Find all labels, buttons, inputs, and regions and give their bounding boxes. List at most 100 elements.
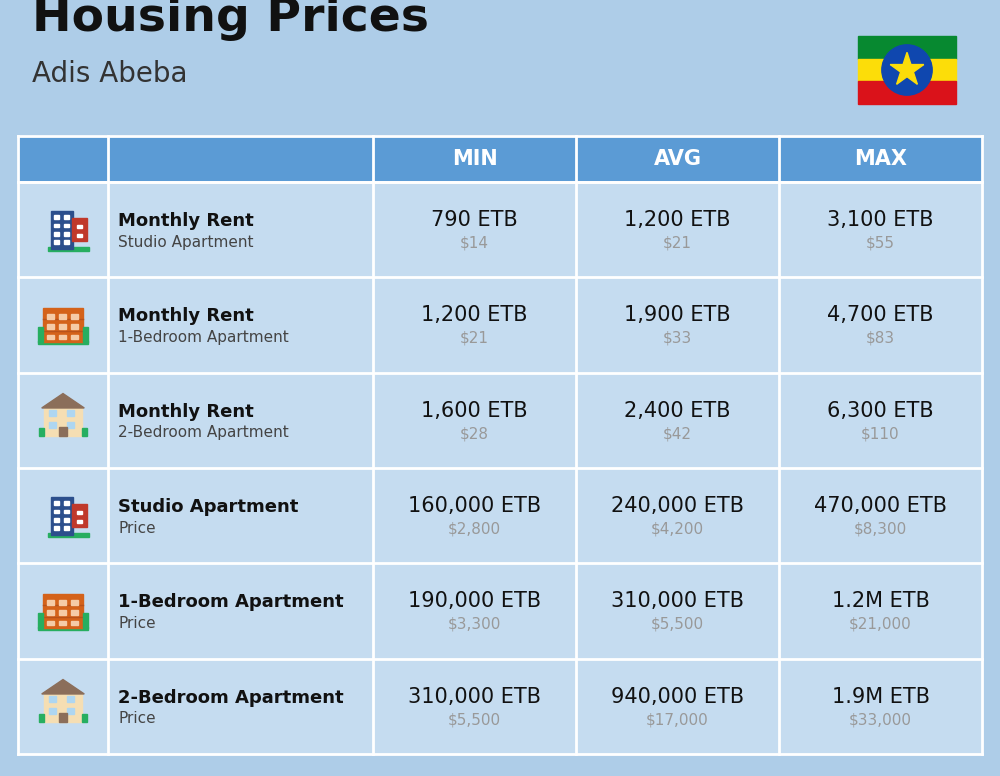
Bar (38, 613, 43, 628)
Bar (64, 223, 69, 227)
Text: $21: $21 (460, 331, 489, 346)
Bar (47, 324, 54, 329)
Bar (71, 600, 78, 605)
Bar (77, 225, 82, 228)
Bar (54, 510, 59, 514)
Text: $33,000: $33,000 (849, 712, 912, 727)
Bar (59, 324, 66, 329)
Bar (64, 510, 69, 514)
Text: $5,500: $5,500 (448, 712, 501, 727)
Bar (67, 696, 74, 702)
Text: $21,000: $21,000 (849, 617, 912, 632)
Text: Monthly Rent: Monthly Rent (118, 307, 254, 325)
Bar (72, 218, 87, 241)
Text: $8,300: $8,300 (854, 521, 907, 536)
Bar (18, 136, 373, 182)
Bar (59, 600, 66, 605)
Bar (64, 526, 69, 530)
Text: Housing Prices: Housing Prices (32, 0, 429, 41)
Text: 2,400 ETB: 2,400 ETB (624, 400, 731, 421)
Text: 160,000 ETB: 160,000 ETB (408, 496, 541, 516)
Bar (48, 533, 89, 537)
Text: $3,300: $3,300 (448, 617, 501, 632)
Bar (47, 334, 54, 339)
Text: 1.9M ETB: 1.9M ETB (832, 687, 930, 707)
Bar (54, 223, 59, 227)
Bar (59, 713, 67, 722)
Text: 1,900 ETB: 1,900 ETB (624, 306, 731, 325)
Text: Price: Price (118, 521, 156, 535)
Bar (49, 708, 56, 714)
Bar (67, 708, 74, 714)
Text: $14: $14 (460, 235, 489, 251)
Text: 1,600 ETB: 1,600 ETB (421, 400, 528, 421)
Bar (54, 215, 59, 219)
Bar (64, 501, 69, 505)
Bar (49, 696, 56, 702)
Bar (49, 411, 56, 416)
Bar (59, 334, 66, 339)
Text: Adis Abeba: Adis Abeba (32, 60, 188, 88)
Bar (39, 714, 44, 722)
Text: $5,500: $5,500 (651, 617, 704, 632)
Text: $4,200: $4,200 (651, 521, 704, 536)
Bar (38, 327, 43, 342)
Bar (49, 422, 56, 428)
Bar (373, 136, 576, 182)
Bar (858, 59, 956, 81)
Circle shape (882, 45, 932, 95)
Text: MIN: MIN (452, 149, 497, 169)
Text: $2,800: $2,800 (448, 521, 501, 536)
Text: 6,300 ETB: 6,300 ETB (827, 400, 934, 421)
Text: 2-Bedroom Apartment: 2-Bedroom Apartment (118, 425, 289, 440)
Text: 310,000 ETB: 310,000 ETB (408, 687, 541, 707)
Bar (82, 428, 87, 436)
Bar (44, 694, 82, 722)
Text: 1,200 ETB: 1,200 ETB (624, 210, 731, 230)
Bar (43, 308, 83, 342)
Text: $33: $33 (663, 331, 692, 346)
Text: 1.2M ETB: 1.2M ETB (832, 591, 929, 611)
Bar (82, 714, 87, 722)
Text: 1,200 ETB: 1,200 ETB (421, 306, 528, 325)
Text: 470,000 ETB: 470,000 ETB (814, 496, 947, 516)
Bar (47, 610, 54, 615)
Bar (83, 327, 88, 342)
Polygon shape (42, 680, 84, 694)
Bar (47, 600, 54, 605)
Bar (51, 497, 73, 535)
Text: 1-Bedroom Apartment: 1-Bedroom Apartment (118, 594, 344, 611)
Bar (71, 314, 78, 319)
Text: $21: $21 (663, 235, 692, 251)
Bar (59, 621, 66, 625)
Polygon shape (42, 393, 84, 408)
Bar (44, 408, 82, 436)
Text: 3,100 ETB: 3,100 ETB (827, 210, 934, 230)
Text: Monthly Rent: Monthly Rent (118, 403, 254, 421)
Bar (64, 518, 69, 521)
Text: $17,000: $17,000 (646, 712, 709, 727)
Bar (59, 428, 67, 436)
Text: 940,000 ETB: 940,000 ETB (611, 687, 744, 707)
Text: Monthly Rent: Monthly Rent (118, 212, 254, 230)
Bar (54, 501, 59, 505)
Text: 2-Bedroom Apartment: 2-Bedroom Apartment (118, 689, 344, 707)
Bar (77, 520, 82, 523)
Bar (67, 411, 74, 416)
Bar (47, 314, 54, 319)
Bar (64, 215, 69, 219)
Bar (59, 314, 66, 319)
Bar (77, 511, 82, 514)
Text: $110: $110 (861, 426, 900, 442)
Text: Studio Apartment: Studio Apartment (118, 234, 254, 250)
Bar (59, 610, 66, 615)
Text: MAX: MAX (854, 149, 907, 169)
Text: 790 ETB: 790 ETB (431, 210, 518, 230)
Bar (54, 526, 59, 530)
Bar (71, 610, 78, 615)
Bar (83, 613, 88, 628)
Bar (71, 324, 78, 329)
Bar (71, 621, 78, 625)
Text: $28: $28 (460, 426, 489, 442)
Text: $83: $83 (866, 331, 895, 346)
